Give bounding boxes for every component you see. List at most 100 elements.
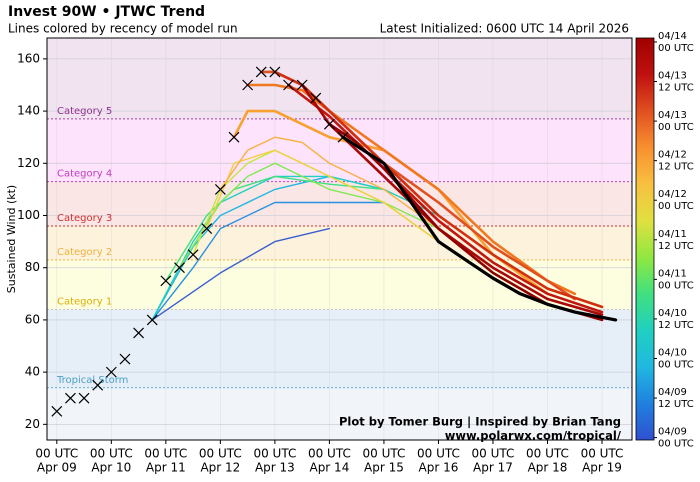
colorbar-label: 12 UTC	[658, 162, 694, 173]
best-track-marker	[78, 392, 90, 404]
y-tick-label: 20	[25, 417, 40, 431]
y-tick-label: 100	[17, 208, 40, 222]
best-track-marker	[337, 131, 349, 143]
colorbar-label: 00 UTC	[658, 280, 694, 291]
credit: Plot by Tomer Burg | Inspired by Brian T…	[339, 415, 621, 429]
band	[47, 38, 632, 119]
best-track-marker	[92, 379, 104, 391]
best-track-marker	[283, 79, 294, 91]
colorbar	[635, 37, 655, 441]
colorbar-label: 04/09	[658, 387, 687, 398]
model-line	[287, 83, 604, 314]
x-tick-label: 00 UTC	[308, 447, 351, 461]
colorbar-label: 04/13	[658, 71, 687, 82]
best-track-marker	[214, 183, 226, 195]
chart-subtitle: Lines colored by recency of model run	[8, 22, 238, 36]
band	[47, 309, 632, 388]
category-label: Category 3	[57, 213, 112, 224]
y-tick-label: 40	[25, 365, 40, 379]
x-tick-label: 00 UTC	[472, 447, 515, 461]
model-line	[206, 149, 440, 243]
init-note: Latest Initialized: 0600 UTC 14 April 20…	[380, 22, 629, 36]
colorbar-label: 00 UTC	[658, 439, 694, 450]
best-track-marker	[269, 66, 281, 78]
best-track-marker	[187, 249, 199, 261]
best-track-marker	[133, 327, 145, 339]
credit: www.polarwx.com/tropical/	[445, 429, 622, 443]
category-label: Category 1	[57, 296, 112, 307]
x-tick-label: Apr 17	[473, 461, 513, 475]
chart-title: Invest 90W • JTWC Trend	[8, 4, 205, 20]
best-track-marker	[119, 353, 131, 365]
colorbar-label: 12 UTC	[658, 320, 694, 331]
colorbar-label: 04/09	[658, 427, 687, 438]
best-track-marker	[201, 223, 213, 234]
colorbar-label: 04/13	[658, 110, 687, 121]
best-track-marker	[174, 262, 185, 274]
x-tick-label: 00 UTC	[526, 447, 569, 461]
best-track-marker	[255, 66, 267, 78]
band	[47, 118, 632, 182]
x-tick-label: 00 UTC	[581, 447, 624, 461]
colorbar-label: 12 UTC	[658, 399, 694, 410]
colorbar-label: 00 UTC	[658, 201, 694, 212]
x-tick-label: 00 UTC	[362, 447, 405, 461]
x-tick-label: Apr 14	[309, 461, 349, 475]
x-tick-label: Apr 16	[419, 461, 459, 475]
colorbar-label: 04/12	[658, 150, 687, 161]
colorbar-label: 00 UTC	[658, 43, 694, 54]
x-tick-label: Apr 13	[255, 461, 295, 475]
colorbar-label: 04/10	[658, 347, 687, 358]
x-tick-label: Apr 10	[91, 461, 131, 475]
best-track-marker	[228, 131, 240, 143]
category-label: Category 5	[57, 106, 112, 117]
best-track-marker	[310, 92, 322, 104]
colorbar-label: 04/14	[658, 31, 687, 42]
category-label: Category 2	[57, 247, 112, 258]
x-tick-label: 00 UTC	[199, 447, 242, 461]
x-tick-label: Apr 18	[528, 461, 568, 475]
model-line	[219, 136, 494, 269]
x-tick-label: 00 UTC	[417, 447, 460, 461]
band	[47, 225, 632, 260]
x-tick-label: 00 UTC	[90, 447, 133, 461]
model-line	[246, 83, 577, 296]
y-tick-label: 60	[25, 312, 40, 326]
model-line	[151, 227, 331, 321]
model-line	[151, 201, 385, 321]
best-track-marker	[296, 79, 308, 91]
colorbar-label: 00 UTC	[658, 122, 694, 133]
colorbar-label: 04/12	[658, 189, 687, 200]
best-track-marker	[51, 405, 63, 417]
y-tick-label: 80	[25, 260, 40, 274]
model-line	[151, 175, 440, 321]
y-axis-label: Sustained Wind (kt)	[5, 185, 18, 293]
x-tick-label: Apr 12	[200, 461, 240, 475]
best-track-marker	[160, 275, 172, 287]
x-tick-label: Apr 11	[146, 461, 186, 475]
y-tick-label: 120	[17, 156, 40, 170]
model-line	[165, 175, 385, 282]
best-track-marker	[65, 392, 76, 404]
x-tick-label: Apr 09	[37, 461, 77, 475]
category-label: Category 4	[57, 169, 112, 180]
best-track-marker	[146, 314, 158, 326]
y-tick-label: 140	[17, 104, 40, 118]
model-line	[341, 135, 618, 322]
plot-frame	[46, 37, 633, 441]
category-label: Tropical Storm	[56, 375, 128, 386]
x-tick-label: 00 UTC	[253, 447, 296, 461]
y-tick-label: 160	[17, 51, 40, 65]
colorbar-label: 00 UTC	[658, 359, 694, 370]
x-tick-label: Apr 19	[582, 461, 622, 475]
x-tick-label: 00 UTC	[35, 447, 78, 461]
colorbar-label: 04/11	[658, 268, 687, 279]
best-track-marker	[105, 366, 117, 378]
colorbar-label: 12 UTC	[658, 241, 694, 252]
band	[47, 181, 632, 226]
x-tick-label: 00 UTC	[144, 447, 187, 461]
colorbar-label: 04/11	[658, 229, 687, 240]
colorbar-label: 04/10	[658, 308, 687, 319]
x-tick-label: Apr 15	[364, 461, 404, 475]
